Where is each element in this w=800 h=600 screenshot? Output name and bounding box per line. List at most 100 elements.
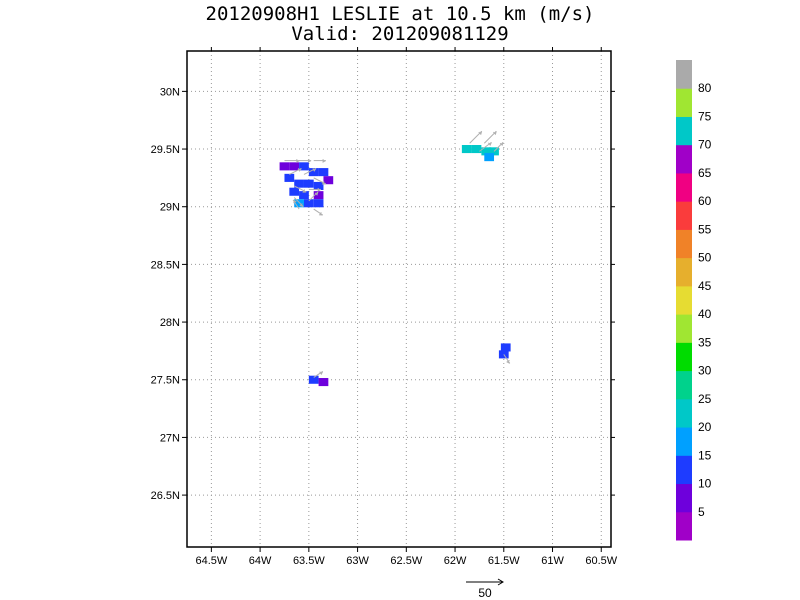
- y-tick-label: 29N: [160, 202, 180, 214]
- colorbar-label: 65: [698, 166, 712, 180]
- x-tick-label: 62.5W: [390, 555, 422, 567]
- data-cell: [284, 173, 295, 182]
- data-cell: [500, 343, 511, 352]
- colorbar-segment: [676, 342, 692, 372]
- colorbar-segment: [676, 257, 692, 287]
- data-cell: [294, 199, 304, 208]
- colorbar-label: 80: [698, 81, 712, 95]
- data-cell: [294, 179, 304, 188]
- data-cell: [279, 162, 290, 171]
- data-cell: [313, 191, 324, 200]
- colorbar-label: 5: [698, 505, 705, 519]
- colorbar-label: 75: [698, 109, 712, 123]
- colorbar-label: 55: [698, 222, 712, 236]
- chart-subtitle: Valid: 201209081129: [291, 23, 509, 45]
- y-tick-label: 26.5N: [151, 490, 180, 502]
- data-cell: [303, 179, 314, 188]
- data-cell: [299, 162, 309, 171]
- colorbar-label: 50: [698, 251, 712, 265]
- x-tick-label: 64W: [249, 555, 272, 567]
- y-tick-label: 30N: [160, 86, 180, 98]
- x-tick-label: 64.5W: [195, 555, 227, 567]
- data-cell: [318, 378, 329, 387]
- colorbar-label: 10: [698, 477, 712, 491]
- wind-vector-head: [297, 168, 302, 172]
- wind-vector-head: [317, 187, 322, 192]
- y-tick-label: 27.5N: [151, 375, 180, 387]
- colorbar-segment: [676, 144, 692, 174]
- wind-vector: [313, 208, 323, 216]
- data-cell: [299, 191, 309, 200]
- x-tick-label: 63W: [346, 555, 369, 567]
- data-cell: [313, 181, 324, 190]
- wind-vector-head: [318, 212, 323, 216]
- data-cell: [289, 162, 300, 171]
- wind-vector-head: [478, 131, 483, 136]
- colorbar-segment: [676, 229, 692, 259]
- colorbar-label: 70: [698, 138, 712, 152]
- colorbar-segment: [676, 116, 692, 146]
- x-tick-label: 63.5W: [293, 555, 325, 567]
- y-tick-label: 28N: [160, 317, 180, 329]
- colorbar-segment: [676, 483, 692, 513]
- wind-vector-head: [307, 159, 312, 163]
- wind-vector: [503, 354, 511, 364]
- plot-frame: [186, 50, 612, 548]
- wind-vector-head: [299, 203, 304, 207]
- wind-vector: [308, 191, 319, 202]
- colorbar-label: 45: [698, 279, 712, 293]
- colorbar-segment: [676, 511, 692, 541]
- wind-vector-head: [321, 181, 326, 185]
- data-cell: [308, 375, 319, 384]
- data-cell: [303, 199, 314, 208]
- y-tick-label: 28.5N: [151, 259, 180, 271]
- x-tick-label: 60.5W: [585, 555, 617, 567]
- colorbar-segment: [676, 285, 692, 315]
- wind-vector: [313, 371, 323, 378]
- colorbar-label: 35: [698, 335, 712, 349]
- data-cell: [481, 147, 492, 156]
- colorbar-segment: [676, 455, 692, 485]
- data-cell: [313, 199, 324, 208]
- data-cell: [289, 187, 300, 196]
- wind-vector: [493, 141, 504, 152]
- colorbar-segment: [676, 88, 692, 117]
- wind-vector-head: [314, 191, 319, 196]
- colorbar-segment: [676, 60, 692, 89]
- colorbar-label: 20: [698, 420, 712, 434]
- wind-vector: [292, 199, 300, 210]
- colorbar-label: 15: [698, 448, 712, 462]
- colorbar-label: 25: [698, 392, 712, 406]
- colorbar-segment: [676, 370, 692, 400]
- y-tick-label: 27N: [160, 432, 180, 444]
- chart-title: 20120908H1 LESLIE at 10.5 km (m/s): [205, 3, 595, 25]
- colorbar-segment: [676, 314, 692, 343]
- x-tick-label: 61W: [541, 555, 564, 567]
- data-cell: [471, 145, 482, 154]
- data-cell: [308, 168, 319, 177]
- colorbar-segment: [676, 201, 692, 230]
- x-tick-label: 62W: [444, 555, 467, 567]
- colorbar-segment: [676, 427, 692, 456]
- wind-vector-head: [302, 189, 307, 193]
- wind-vector-head: [296, 159, 300, 163]
- wind-vector: [293, 197, 304, 207]
- wind-vector-head: [488, 142, 492, 147]
- colorbar-label: 40: [698, 307, 712, 321]
- data-cell: [318, 168, 329, 177]
- data-cell: [323, 176, 334, 185]
- x-tick-label: 61.5W: [488, 555, 520, 567]
- colorbar-label: 60: [698, 194, 712, 208]
- wind-vector-head: [493, 131, 497, 136]
- wind-vector-head: [499, 142, 504, 147]
- colorbar-segment: [676, 172, 692, 202]
- data-cell: [461, 145, 472, 154]
- wind-vector-head: [506, 359, 511, 364]
- colorbar-segment: [676, 398, 692, 428]
- wind-vector-head: [322, 159, 326, 163]
- y-tick-label: 29.5N: [151, 144, 180, 156]
- data-cell: [484, 153, 495, 162]
- wind-vector-head: [312, 168, 317, 172]
- wind-vector-head: [292, 199, 297, 204]
